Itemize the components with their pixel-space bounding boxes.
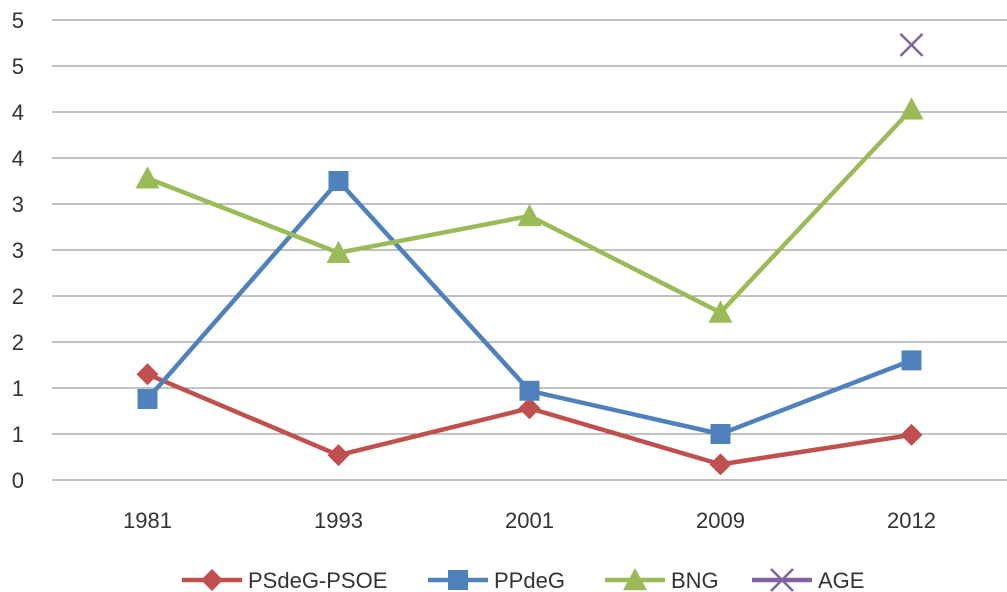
ppdeg-point [519, 380, 540, 401]
legend-marker [770, 568, 794, 592]
y-tick-label: 4 [12, 100, 24, 125]
legend-item-ppdeg: PPdeG [428, 568, 565, 592]
legend-label: AGE [818, 568, 864, 592]
y-tick-label: 3 [12, 238, 24, 263]
legend-label: PPdeG [494, 568, 565, 592]
y-tick-label: 5 [12, 54, 24, 79]
bng-point [899, 97, 924, 120]
legend-label: BNG [671, 568, 719, 592]
ppdeg-point [901, 350, 922, 371]
legend-marker [623, 568, 647, 591]
y-tick-label: 1 [12, 422, 24, 447]
bng-point [708, 300, 733, 323]
bng-point [517, 203, 542, 227]
legend-item-bng: BNG [605, 568, 719, 592]
ppdeg-point [710, 424, 731, 444]
ppdeg-point [328, 171, 349, 191]
y-tick-label: 4 [12, 146, 24, 171]
x-tick-label: 1981 [123, 508, 172, 533]
y-tick-label: 2 [12, 284, 24, 309]
legend: PSdeG-PSOE PPdeG BNG AGE [182, 568, 864, 592]
psdeg-psoe-point [900, 423, 923, 446]
series-markers [135, 32, 924, 476]
bng-point [326, 240, 351, 263]
x-tick-label: 2012 [887, 508, 936, 533]
bng-point [135, 166, 160, 189]
x-tick-label: 2001 [505, 508, 554, 533]
legend-label: PSdeG-PSOE [248, 568, 387, 592]
y-tick-label: 1 [12, 376, 24, 401]
y-tick-label: 2 [12, 330, 24, 355]
legend-marker [448, 570, 468, 590]
x-tick-label: 2009 [696, 508, 745, 533]
psdeg-psoe-point [709, 453, 732, 476]
psdeg-psoe-point [518, 397, 541, 420]
x-axis-tick-labels: 1981 1993 2001 2009 2012 [123, 508, 936, 533]
y-tick-label: 3 [12, 192, 24, 217]
x-tick-label: 1993 [314, 508, 363, 533]
legend-marker [201, 569, 223, 591]
legend-item-psdeg-psoe: PSdeG-PSOE [182, 568, 387, 592]
psdeg-psoe-point [327, 444, 350, 467]
ppdeg-point [137, 389, 158, 410]
y-tick-label: 0 [12, 468, 24, 493]
legend-item-age: AGE [752, 568, 864, 592]
psdeg-psoe-point [136, 363, 159, 386]
y-tick-label: 5 [12, 8, 24, 33]
y-axis-tick-labels: 0 1 1 2 2 3 3 4 4 5 5 [12, 8, 24, 493]
age-point [899, 32, 924, 57]
